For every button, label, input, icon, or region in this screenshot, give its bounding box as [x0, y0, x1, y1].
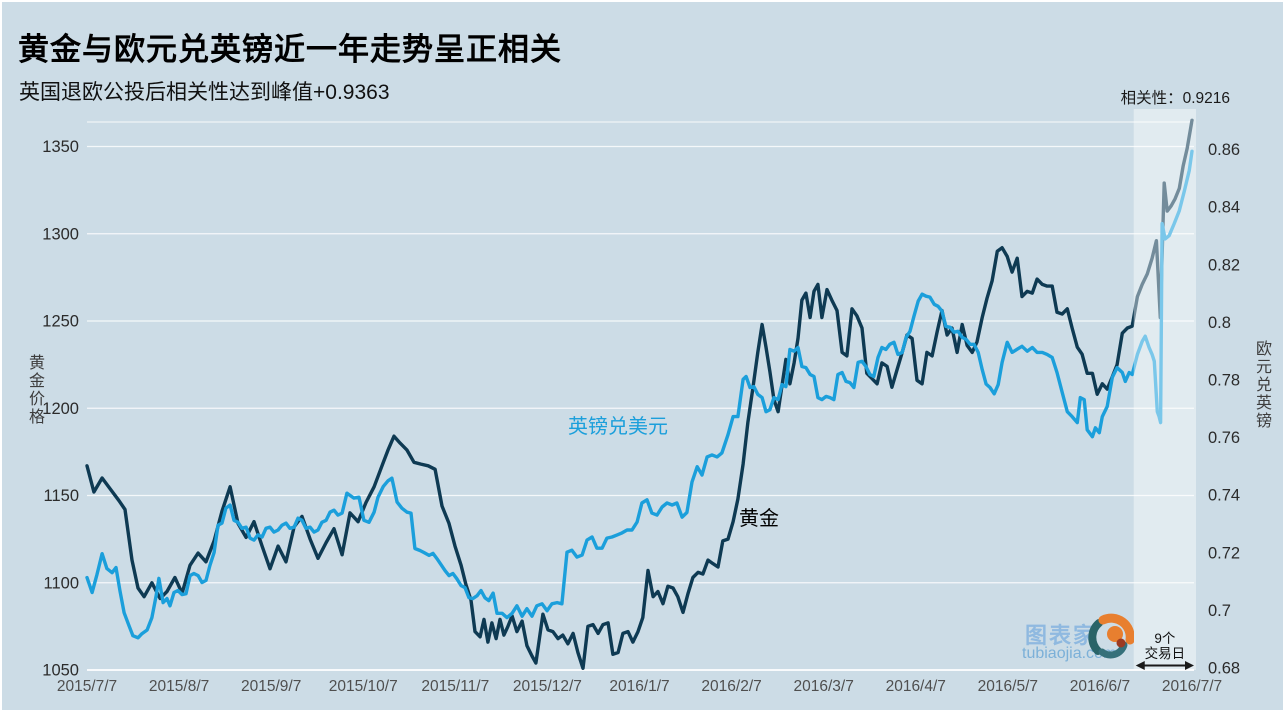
x-tick-label: 2016/2/7	[701, 678, 761, 695]
y-right-tick-label: 0.78	[1208, 372, 1240, 390]
x-tick-label: 2016/4/7	[886, 678, 946, 695]
watermark-brand: 图表家	[1025, 623, 1098, 648]
y-right-tick-label: 0.82	[1208, 256, 1240, 274]
x-tick-label: 2015/10/7	[329, 678, 398, 695]
y-right-tick-label: 0.68	[1208, 660, 1240, 678]
correlation-value: 相关性：0.9216	[1120, 90, 1230, 107]
x-tick-label: 2016/6/7	[1070, 678, 1130, 695]
highlight-band	[1133, 109, 1196, 670]
page-title: 黄金与欧元兑英镑近一年走势呈正相关	[18, 32, 562, 67]
y-left-tick-label: 1300	[42, 225, 79, 243]
y-right-tick-label: 0.72	[1208, 544, 1240, 562]
x-tick-label: 2016/1/7	[609, 678, 669, 695]
x-tick-label: 2015/11/7	[421, 678, 489, 695]
y-left-tick-label: 1250	[42, 313, 79, 331]
y-left-tick-label: 1100	[44, 574, 79, 592]
y-left-tick-label: 1200	[42, 400, 79, 418]
x-tick-label: 2015/7/7	[57, 678, 117, 695]
y-axis-title-right: 欧元兑英镑	[1253, 340, 1270, 430]
x-tick-label: 2016/3/7	[793, 678, 853, 695]
tubiaojia-logo-icon	[1088, 613, 1134, 659]
watermark: 图表家 tubiaojia.com	[1022, 613, 1142, 669]
y-right-tick-label: 0.74	[1208, 487, 1240, 505]
series-label-gold: 黄金	[739, 508, 779, 530]
y-right-tick-label: 0.7	[1208, 602, 1231, 620]
gbp-rate-line	[85, 149, 1194, 640]
trading-days-label: 交易日	[1145, 645, 1186, 661]
arrowhead-right-icon	[1185, 661, 1194, 670]
y-right-tick-label: 0.84	[1208, 199, 1240, 217]
series-label-gbp-usd: 英镑兑美元	[568, 416, 668, 438]
y-axis-title-left: 黄金价格	[26, 354, 43, 426]
x-tick-label: 2016/5/7	[978, 678, 1038, 695]
x-tick-label: 2015/8/7	[149, 678, 209, 695]
trading-days-label: 9个	[1154, 631, 1176, 646]
page-subtitle: 英国退欧公投后相关性达到峰值+0.9363	[19, 81, 390, 104]
x-tick-label: 2016/7/7	[1162, 678, 1222, 695]
y-left-tick-label: 1150	[44, 487, 79, 505]
x-tick-label: 2015/9/7	[241, 678, 301, 695]
gold-price-line	[85, 118, 1194, 670]
y-right-tick-label: 0.76	[1208, 429, 1240, 447]
y-right-tick-label: 0.8	[1208, 314, 1231, 332]
y-left-tick-label: 1350	[42, 138, 79, 156]
y-right-tick-label: 0.86	[1208, 141, 1240, 159]
x-tick-label: 2015/12/7	[513, 678, 582, 695]
y-left-tick-label: 1050	[42, 662, 79, 680]
